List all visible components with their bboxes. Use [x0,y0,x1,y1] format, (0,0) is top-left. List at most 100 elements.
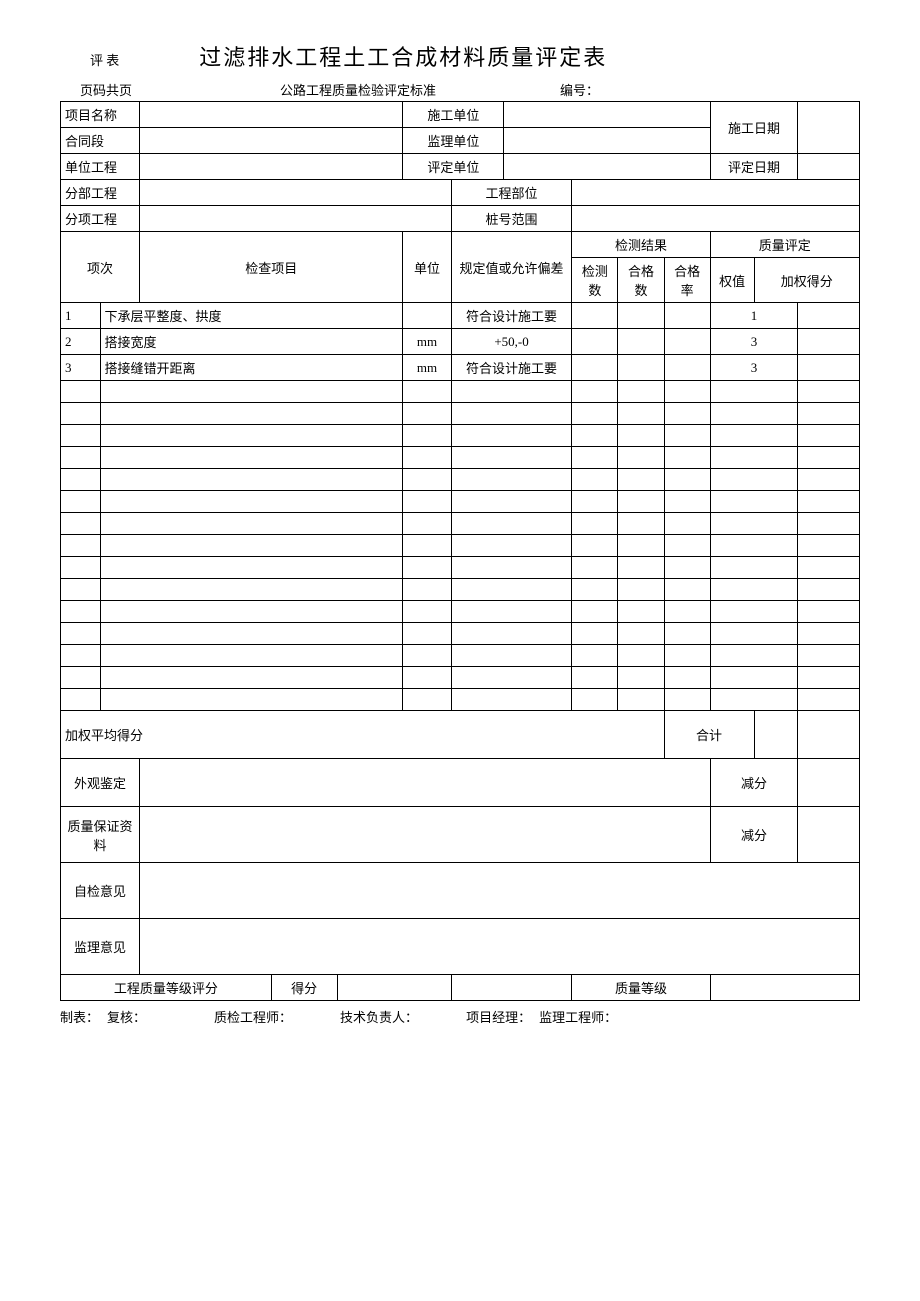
value-supervise-opinion[interactable] [140,919,860,975]
cell-pass-rate[interactable] [664,329,710,355]
cell-weighted-score[interactable] [798,425,860,447]
cell-weighted-score[interactable] [798,623,860,645]
value-construct-unit[interactable] [504,102,710,128]
value-deduct-1[interactable] [798,759,860,807]
value-item-project[interactable] [140,206,452,232]
value-eval-date[interactable] [798,154,860,180]
cell-pass-count[interactable] [618,303,664,329]
cell-test-count[interactable] [572,513,618,535]
cell-pass-count[interactable] [618,425,664,447]
cell-test-count[interactable] [572,601,618,623]
cell-test-count[interactable] [572,623,618,645]
cell-pass-rate[interactable] [664,623,710,645]
value-construct-date[interactable] [798,102,860,154]
cell-pass-rate[interactable] [664,491,710,513]
cell-test-count[interactable] [572,403,618,425]
cell-test-count[interactable] [572,469,618,491]
cell-pass-rate[interactable] [664,303,710,329]
cell-weighted-score[interactable] [798,601,860,623]
value-score-2[interactable] [451,975,572,1001]
cell-pass-count[interactable] [618,469,664,491]
cell-weighted-score[interactable] [798,535,860,557]
cell-test-count[interactable] [572,381,618,403]
cell-pass-count[interactable] [618,381,664,403]
cell-pass-count[interactable] [618,447,664,469]
cell-test-count[interactable] [572,329,618,355]
cell-weighted-score[interactable] [798,447,860,469]
cell-pass-count[interactable] [618,403,664,425]
value-sub-project[interactable] [140,180,452,206]
cell-test-count[interactable] [572,557,618,579]
cell-pass-count[interactable] [618,623,664,645]
cell-pass-rate[interactable] [664,535,710,557]
value-self-opinion[interactable] [140,863,860,919]
cell-pass-rate[interactable] [664,689,710,711]
cell-seq [61,447,101,469]
cell-pass-count[interactable] [618,645,664,667]
value-stake-range[interactable] [572,206,860,232]
cell-pass-rate[interactable] [664,667,710,689]
cell-weighted-score[interactable] [798,579,860,601]
value-qa-material[interactable] [140,807,711,863]
col-unit: 单位 [403,232,451,303]
cell-pass-rate[interactable] [664,601,710,623]
cell-pass-rate[interactable] [664,579,710,601]
value-unit-project[interactable] [140,154,403,180]
cell-pass-rate[interactable] [664,513,710,535]
cell-spec: 符合设计施工要 [451,355,572,381]
cell-pass-count[interactable] [618,535,664,557]
cell-weighted-score[interactable] [798,329,860,355]
label-supervise-opinion: 监理意见 [61,919,140,975]
cell-pass-count[interactable] [618,579,664,601]
cell-weighted-score[interactable] [798,645,860,667]
cell-weighted-score[interactable] [798,667,860,689]
cell-pass-count[interactable] [618,491,664,513]
cell-weighted-score[interactable] [798,469,860,491]
cell-weighted-score[interactable] [798,381,860,403]
cell-spec: +50,-0 [451,329,572,355]
cell-pass-count[interactable] [618,601,664,623]
cell-test-count[interactable] [572,579,618,601]
cell-weighted-score[interactable] [798,303,860,329]
cell-test-count[interactable] [572,689,618,711]
cell-pass-rate[interactable] [664,355,710,381]
cell-pass-count[interactable] [618,355,664,381]
cell-test-count[interactable] [572,447,618,469]
cell-test-count[interactable] [572,667,618,689]
value-score-1[interactable] [337,975,451,1001]
cell-pass-rate[interactable] [664,381,710,403]
cell-pass-count[interactable] [618,689,664,711]
cell-test-count[interactable] [572,303,618,329]
cell-pass-rate[interactable] [664,403,710,425]
cell-weighted-score[interactable] [798,513,860,535]
value-contract-section[interactable] [140,128,403,154]
cell-weighted-score[interactable] [798,491,860,513]
cell-pass-count[interactable] [618,513,664,535]
cell-pass-rate[interactable] [664,645,710,667]
cell-weighted-score[interactable] [798,403,860,425]
value-total-2[interactable] [798,711,860,759]
value-quality-grade[interactable] [710,975,859,1001]
cell-test-count[interactable] [572,535,618,557]
cell-pass-rate[interactable] [664,557,710,579]
value-total-1[interactable] [754,711,798,759]
cell-pass-rate[interactable] [664,447,710,469]
cell-pass-count[interactable] [618,667,664,689]
cell-weighted-score[interactable] [798,557,860,579]
cell-test-count[interactable] [572,645,618,667]
value-project-part[interactable] [572,180,860,206]
value-appearance[interactable] [140,759,711,807]
value-project-name[interactable] [140,102,403,128]
value-supervise-unit[interactable] [504,128,710,154]
cell-pass-rate[interactable] [664,469,710,491]
cell-weighted-score[interactable] [798,355,860,381]
cell-pass-rate[interactable] [664,425,710,447]
cell-test-count[interactable] [572,425,618,447]
cell-pass-count[interactable] [618,557,664,579]
value-eval-unit[interactable] [504,154,710,180]
value-deduct-2[interactable] [798,807,860,863]
cell-pass-count[interactable] [618,329,664,355]
cell-test-count[interactable] [572,491,618,513]
cell-weighted-score[interactable] [798,689,860,711]
cell-test-count[interactable] [572,355,618,381]
